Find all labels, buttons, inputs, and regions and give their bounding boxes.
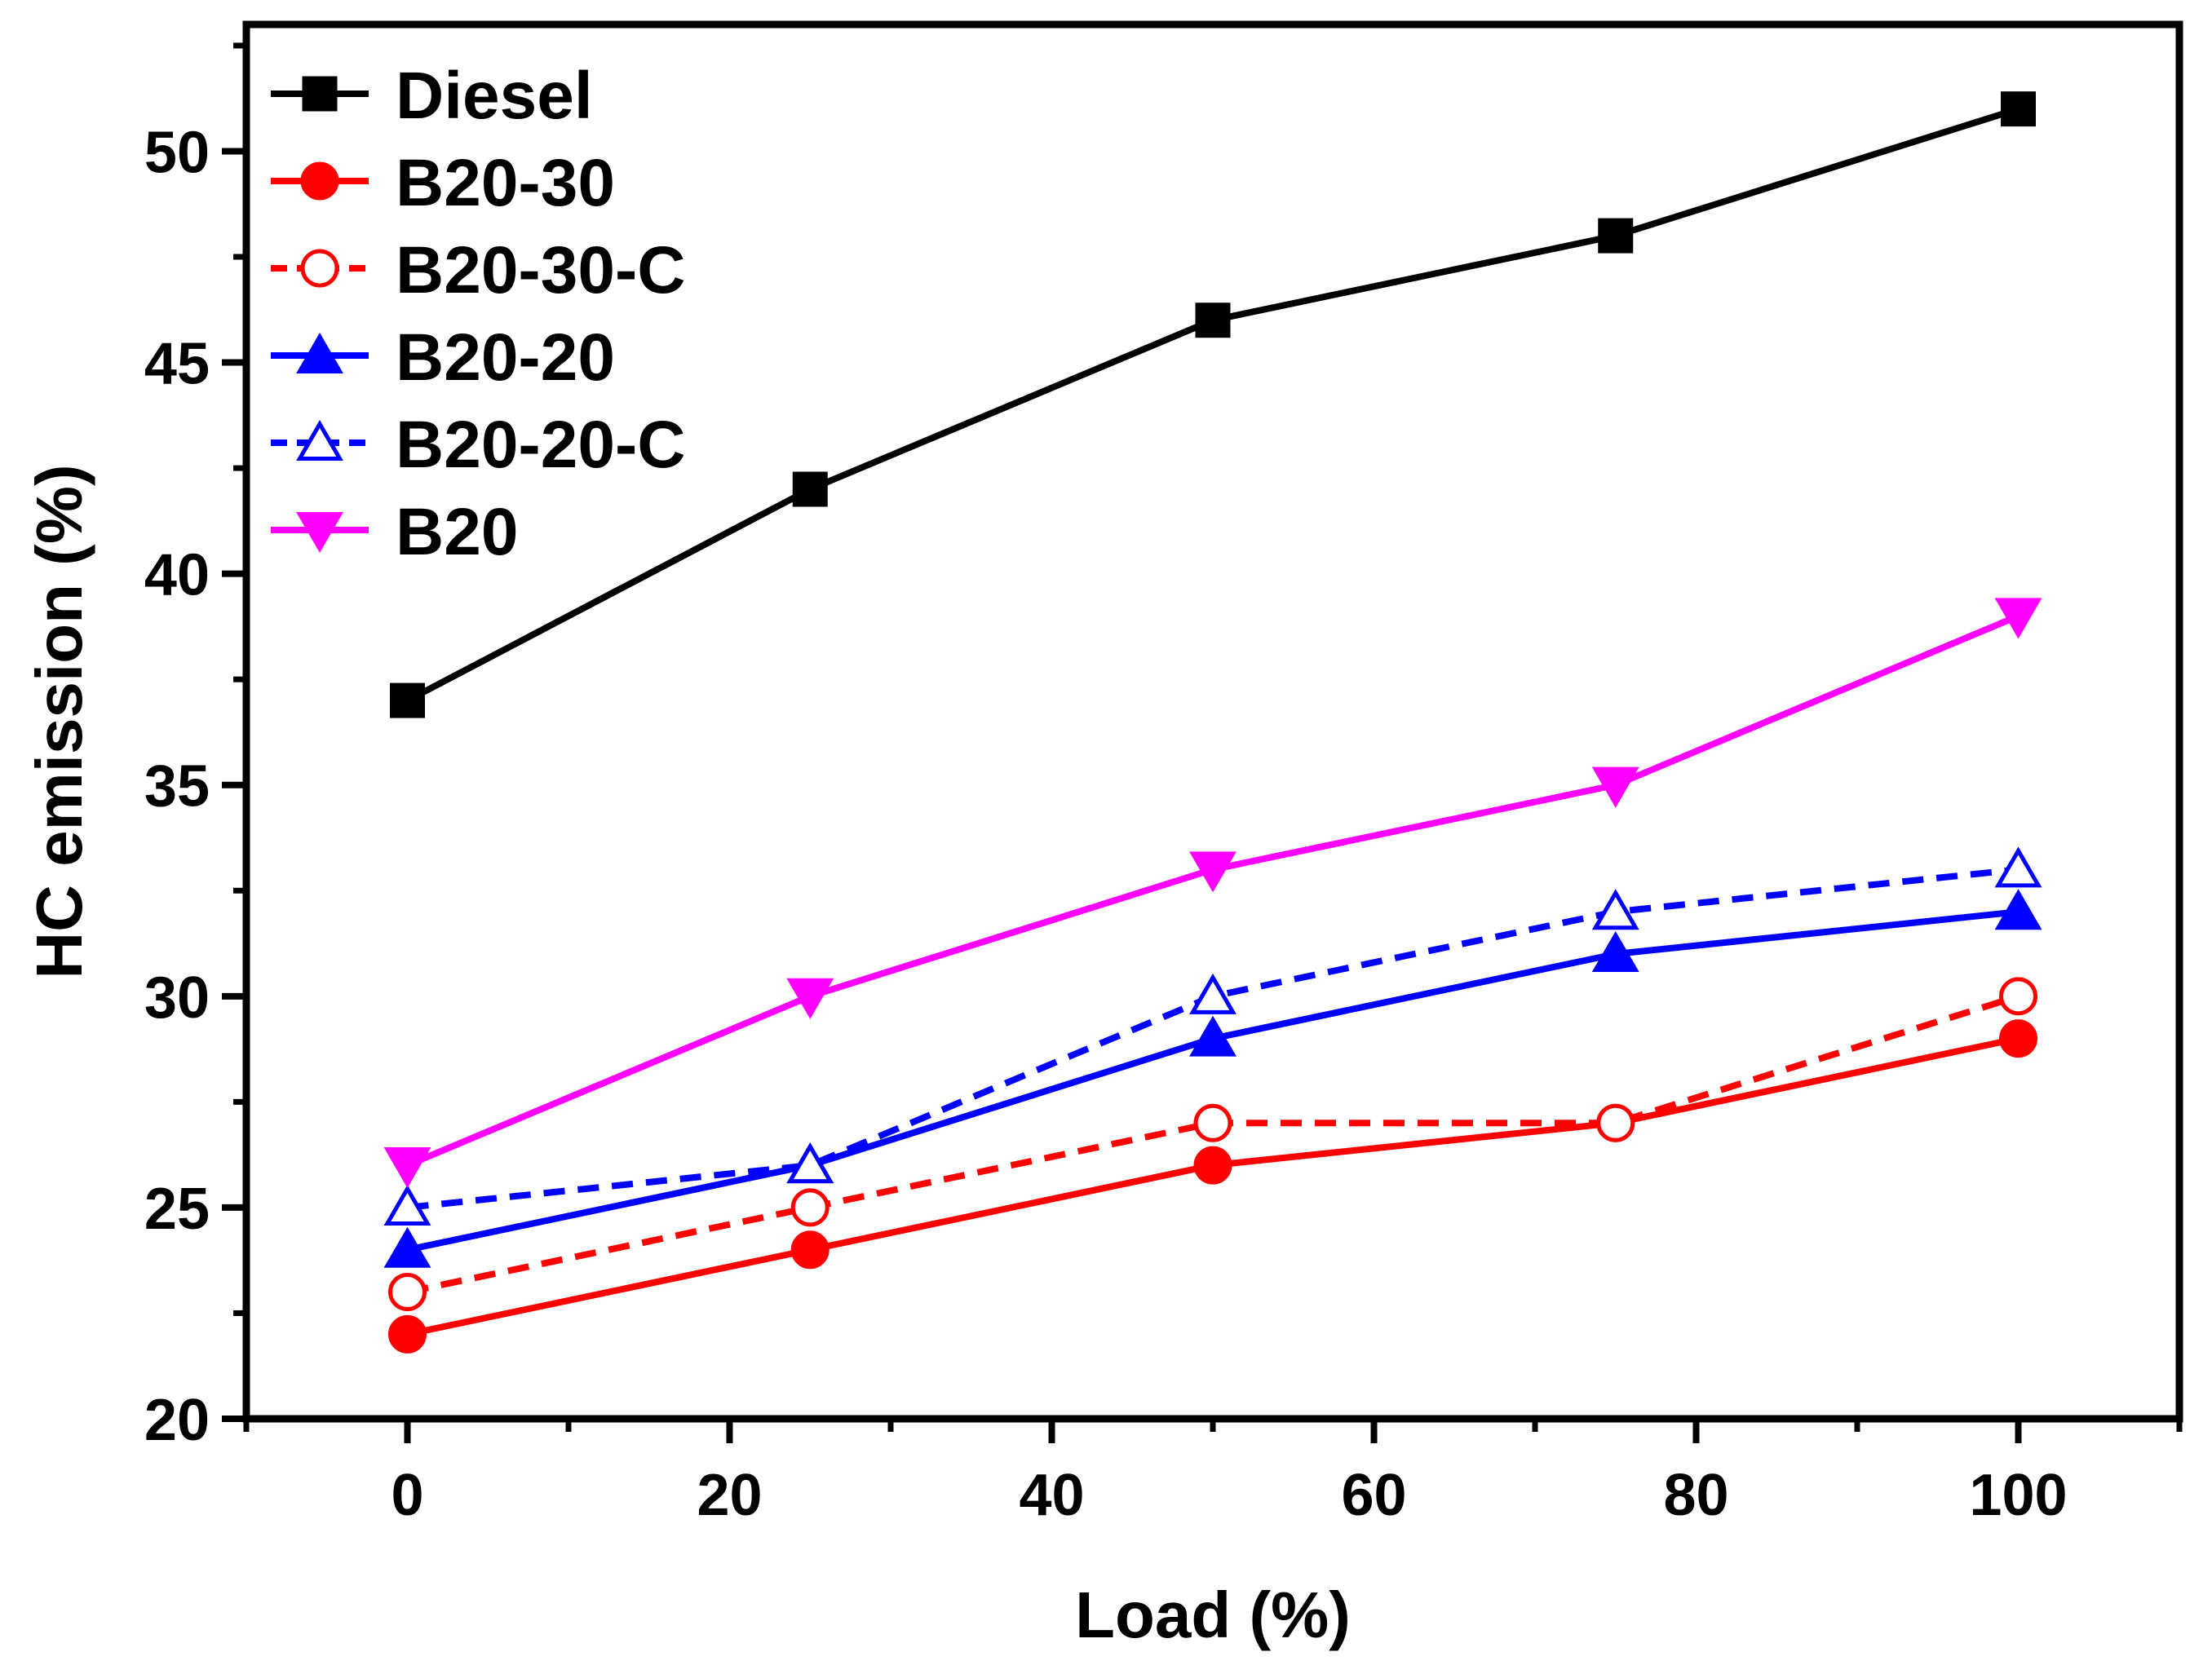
series-b20 xyxy=(383,598,2042,1189)
x-tick-label: 80 xyxy=(1663,1463,1728,1528)
data-point-b20-20-c xyxy=(1189,973,1237,1014)
x-tick-label: 0 xyxy=(391,1463,423,1528)
series-line-b20-20 xyxy=(406,908,2019,1253)
data-point-diesel xyxy=(1598,218,1634,254)
legend-marker-b20-20 xyxy=(296,333,343,374)
x-tick-label: 60 xyxy=(1341,1463,1406,1528)
legend: Diesel B20-30 B20-30-C B20-20 B20-20-C B20 xyxy=(271,59,685,569)
y-tick-label: 50 xyxy=(144,120,210,185)
data-point-b20-20-c xyxy=(1994,846,2042,888)
legend-label-diesel: Diesel xyxy=(396,59,593,133)
data-point-b20 xyxy=(1189,851,1237,893)
x-axis: 0 20 40 60 80 100 xyxy=(243,1419,2183,1528)
y-tick-label: 20 xyxy=(144,1388,210,1453)
series-b20-30-c xyxy=(388,977,2037,1312)
data-point-diesel xyxy=(792,471,828,507)
legend-marker-b20-20-c xyxy=(296,420,343,462)
data-point-b20-30 xyxy=(1999,1019,2037,1058)
legend-item-b20: B20 xyxy=(271,495,518,569)
data-point-b20 xyxy=(383,1147,431,1189)
legend-item-b20-30-c: B20-30-C xyxy=(271,233,685,307)
y-tick-label: 35 xyxy=(144,754,210,819)
x-tick-label: 100 xyxy=(1969,1463,2067,1528)
legend-label-b20-20-c: B20-20-C xyxy=(396,408,685,482)
x-tick-label: 40 xyxy=(1019,1463,1084,1528)
legend-label-b20-20: B20-20 xyxy=(396,320,615,395)
data-point-b20-20 xyxy=(1591,931,1639,973)
data-point-diesel xyxy=(1195,303,1231,338)
series-diesel xyxy=(390,91,2036,718)
legend-label-b20: B20 xyxy=(396,495,518,569)
legend-marker-b20-30-c xyxy=(300,249,339,288)
data-point-b20-30-c xyxy=(1193,1103,1232,1142)
series-b20-20 xyxy=(383,889,2042,1268)
data-point-b20-30-c xyxy=(790,1188,830,1227)
legend-label-b20-30-c: B20-30-C xyxy=(396,233,685,307)
series-line-b20-30 xyxy=(406,1035,2020,1338)
data-point-b20-20 xyxy=(383,1226,431,1268)
series-b20-20-c xyxy=(383,846,2042,1226)
legend-marker-b20 xyxy=(296,511,343,553)
series-layer xyxy=(383,91,2042,1354)
data-point-b20 xyxy=(786,978,834,1019)
series-line-diesel xyxy=(405,105,2020,704)
data-point-b20 xyxy=(1591,766,1639,808)
data-point-diesel xyxy=(390,682,425,718)
legend-item-b20-30: B20-30 xyxy=(271,146,615,220)
data-point-b20-20-c xyxy=(1591,889,1639,930)
data-point-b20-30-c xyxy=(1999,977,2037,1016)
data-point-b20-30 xyxy=(1193,1146,1232,1185)
legend-item-b20-20: B20-20 xyxy=(271,320,615,395)
data-point-b20-30-c xyxy=(1596,1103,1635,1142)
y-tick-label: 25 xyxy=(144,1177,210,1242)
legend-label-b20-30: B20-30 xyxy=(396,146,615,220)
y-axis-title: HC emission (%) xyxy=(23,464,95,978)
y-tick-label: 45 xyxy=(144,332,210,397)
y-axis: 20 25 30 35 40 45 50 xyxy=(144,42,246,1453)
data-point-b20-20 xyxy=(1189,1015,1237,1057)
legend-item-diesel: Diesel xyxy=(271,59,593,133)
y-tick-label: 30 xyxy=(144,965,210,1031)
legend-marker-diesel xyxy=(302,76,338,112)
x-axis-title: Load (%) xyxy=(1075,1579,1351,1651)
data-point-b20-30 xyxy=(790,1230,830,1270)
data-point-diesel xyxy=(2001,91,2036,127)
y-tick-label: 40 xyxy=(144,543,210,608)
data-point-b20-20-c xyxy=(786,1142,834,1184)
data-point-b20-20 xyxy=(1994,889,2042,930)
data-point-b20-20-c xyxy=(383,1184,431,1226)
data-point-b20-30 xyxy=(388,1314,427,1354)
data-point-b20 xyxy=(1994,598,2042,639)
legend-item-b20-20-c: B20-20-C xyxy=(271,408,685,482)
x-tick-label: 20 xyxy=(697,1463,762,1528)
legend-marker-b20-30 xyxy=(300,161,339,201)
data-point-b20-30-c xyxy=(388,1273,427,1312)
